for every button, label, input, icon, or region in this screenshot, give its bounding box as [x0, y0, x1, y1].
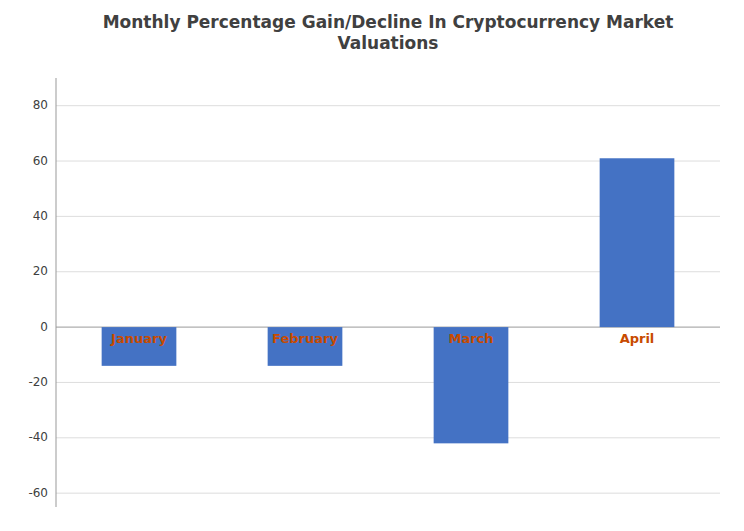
tick-label: -20 — [28, 375, 48, 389]
category-label: March — [448, 331, 493, 346]
title: Monthly Percentage Gain/Decline In Crypt… — [103, 12, 674, 53]
grid-line — [56, 493, 720, 494]
tick-label: -60 — [28, 486, 48, 500]
chart-container: Monthly Percentage Gain/Decline In Crypt… — [0, 0, 744, 531]
bar — [268, 327, 343, 366]
tick-label: 40 — [33, 209, 48, 223]
grid — [56, 106, 720, 493]
y-axis-line — [56, 78, 57, 507]
tick-label: 80 — [33, 98, 48, 112]
bars — [102, 158, 675, 443]
title-line: Valuations — [338, 33, 439, 53]
tick-label: -40 — [28, 430, 48, 444]
category-label: April — [620, 331, 655, 346]
title-line: Monthly Percentage Gain/Decline In Crypt… — [103, 12, 674, 32]
bar — [102, 327, 177, 366]
bar — [434, 327, 509, 443]
grid-line — [56, 105, 720, 106]
category-label: February — [272, 331, 338, 346]
bar — [600, 158, 675, 327]
tick-label: 0 — [40, 320, 48, 334]
tick-label: 60 — [33, 154, 48, 168]
grid-line — [56, 437, 720, 438]
category-label: January — [110, 331, 167, 346]
chart: Monthly Percentage Gain/Decline In Crypt… — [0, 0, 744, 531]
tick-label: 20 — [33, 264, 48, 278]
grid-line — [56, 382, 720, 383]
